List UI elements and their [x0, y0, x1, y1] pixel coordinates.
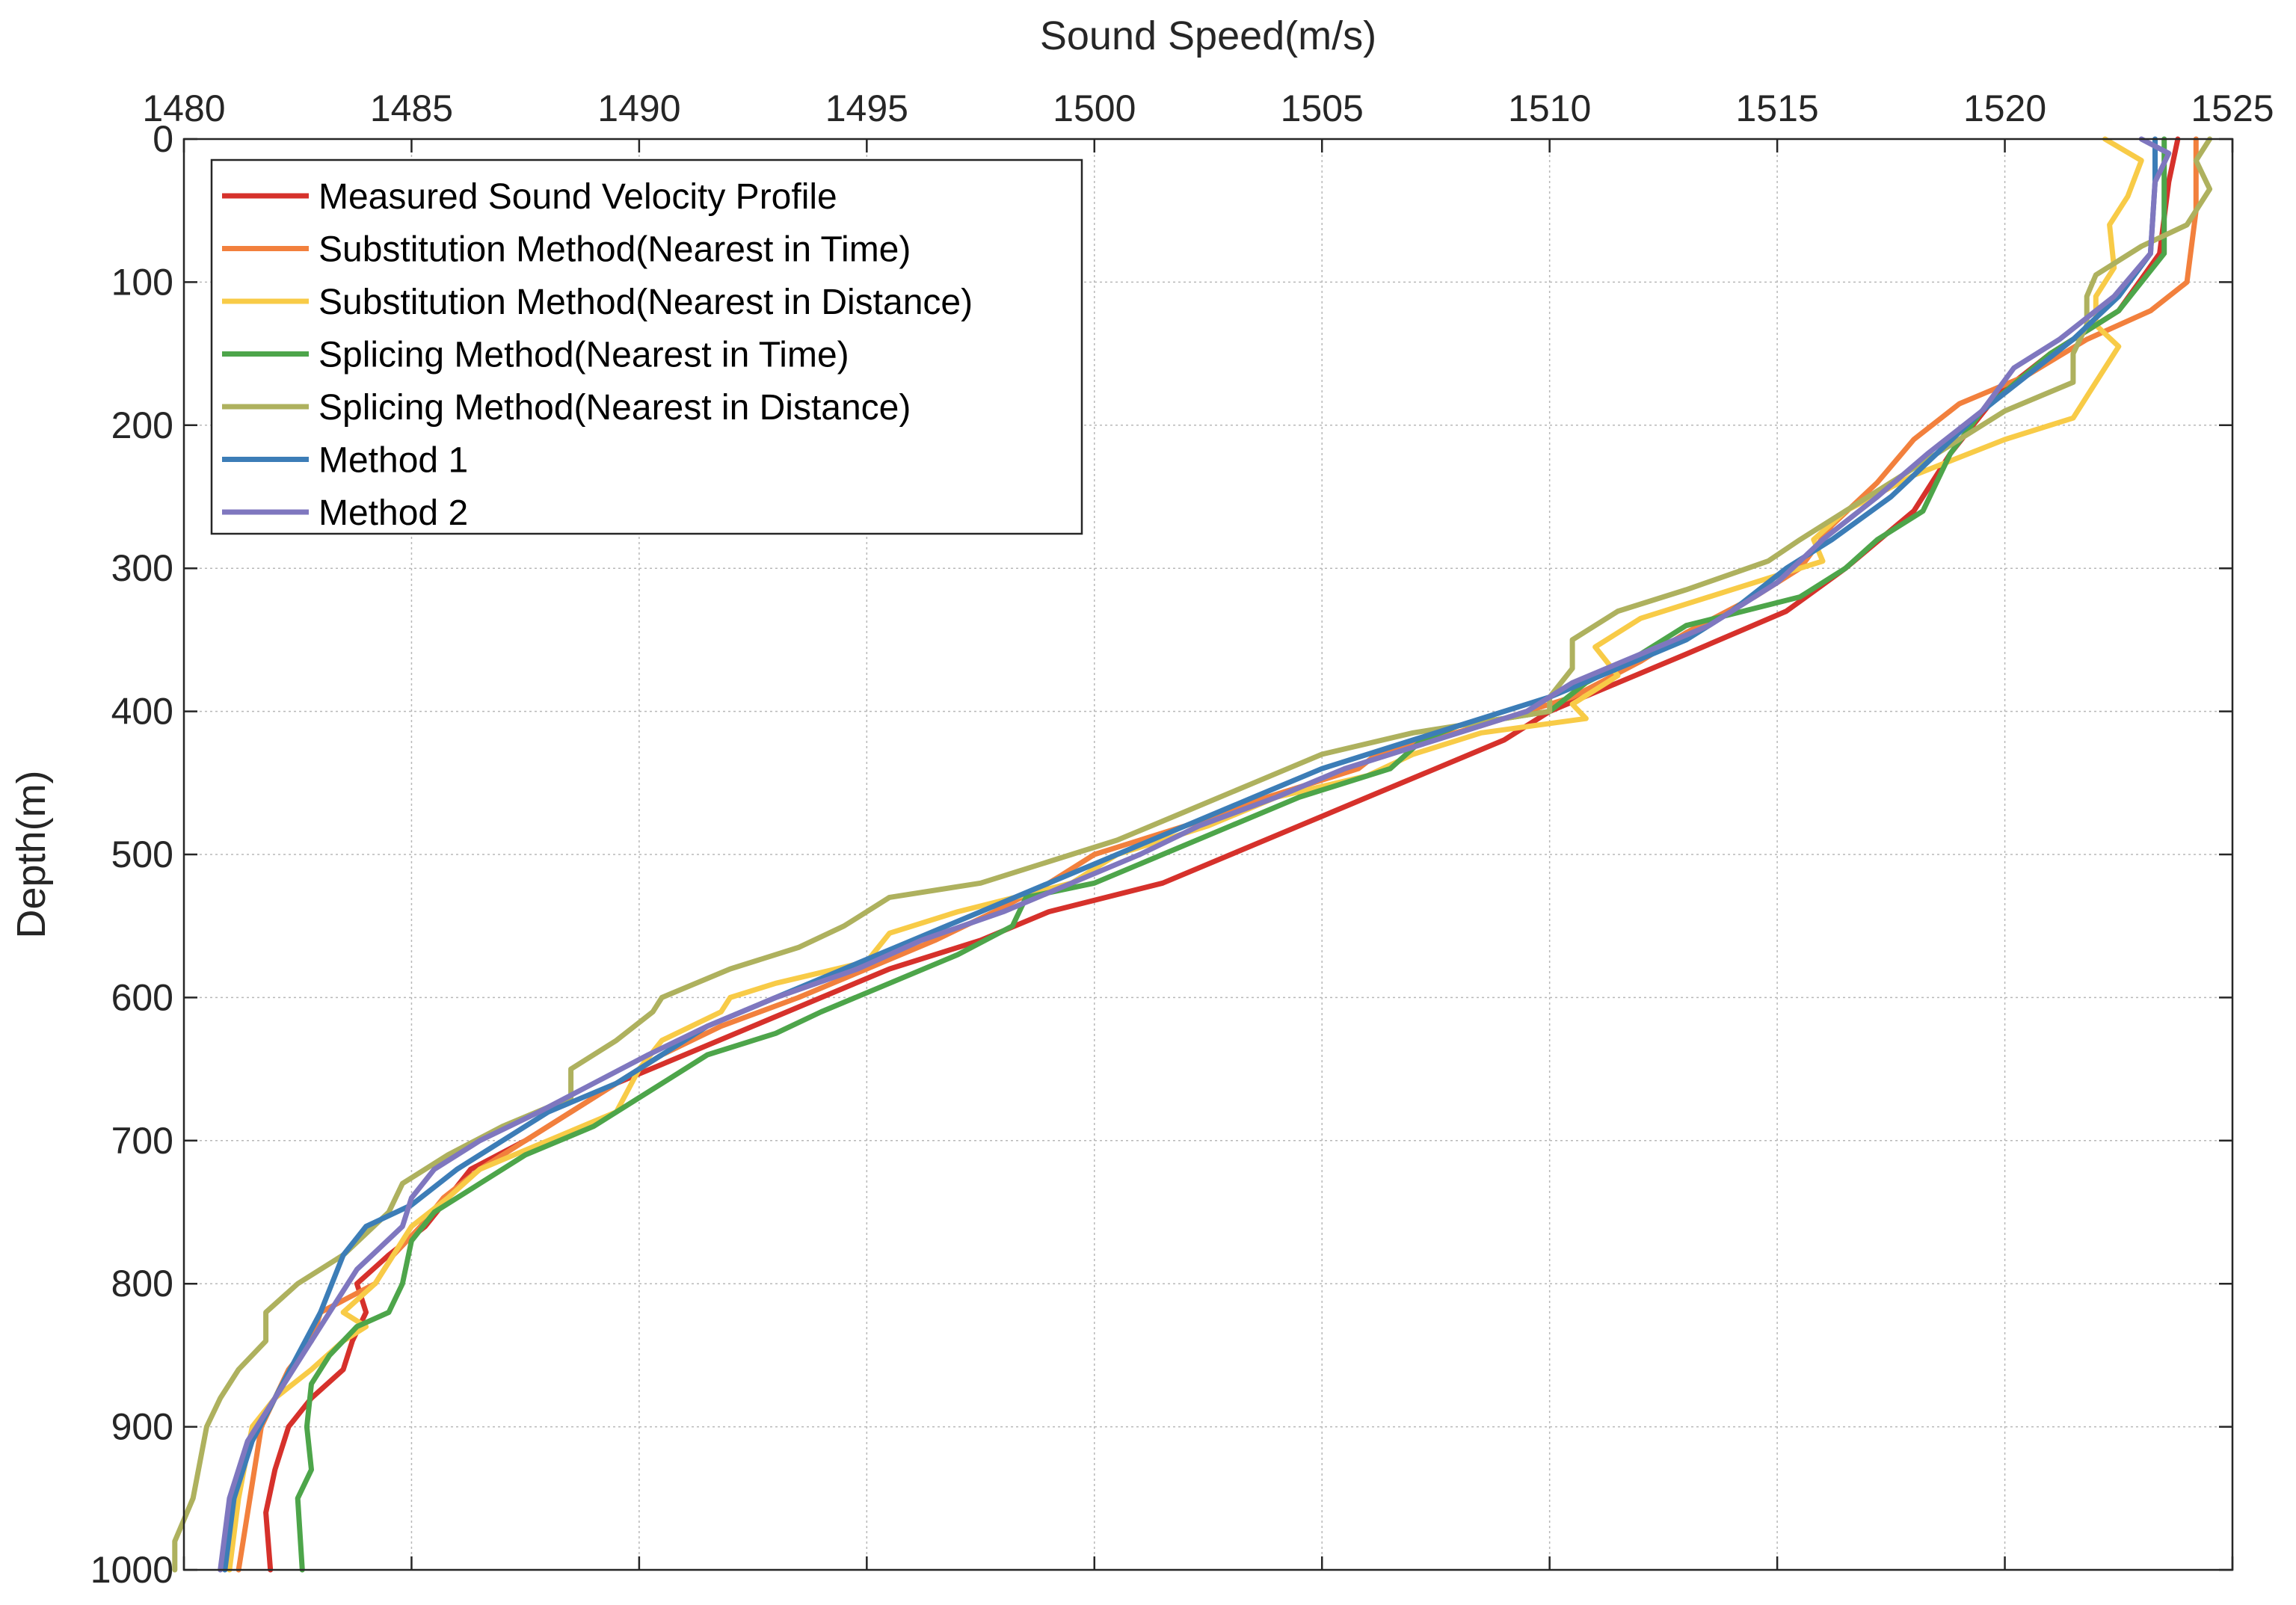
legend-label-2: Substitution Method(Nearest in Time): [318, 230, 911, 270]
y-tick-label: 300: [111, 547, 173, 589]
x-tick-label: 1480: [142, 87, 225, 129]
x-axis-title: Sound Speed(m/s): [1040, 13, 1376, 58]
x-tick-label: 1520: [1963, 87, 2046, 129]
x-tick-label: 1525: [2191, 87, 2274, 129]
y-tick-label: 0: [153, 118, 173, 160]
series-line-6: [222, 136, 2158, 1573]
y-tick-label: 600: [111, 976, 173, 1018]
y-tick-label: 900: [111, 1406, 173, 1448]
legend-label-7: Method 2: [318, 493, 468, 533]
y-tick-label: 200: [111, 404, 173, 446]
y-tick-label: 700: [111, 1120, 173, 1162]
y-tick-label: 400: [111, 691, 173, 733]
axis-ticks: 1480 1485 1490 1495 1500 1505 1510 1515 1520 1525…: [90, 87, 2274, 1591]
series-line-7: [218, 136, 2172, 1573]
y-tick-label: 100: [111, 261, 173, 303]
x-tick-label: 1485: [370, 87, 453, 129]
y-axis-title: Depth(m): [9, 770, 54, 938]
y-tick-label: 800: [111, 1263, 173, 1304]
y-tick-label: 1000: [90, 1549, 173, 1591]
legend-box: [210, 158, 1083, 535]
legend-label-5: Splicing Method(Nearest in Distance): [318, 388, 911, 428]
x-tick-label: 1500: [1053, 87, 1136, 129]
legend-label-1: Measured Sound Velocity Profile: [318, 177, 837, 217]
legend-label-4: Splicing Method(Nearest in Time): [318, 336, 849, 375]
legend-label-6: Method 1: [318, 441, 468, 481]
x-tick-label: 1510: [1508, 87, 1591, 129]
x-tick-label: 1515: [1735, 87, 1818, 129]
x-tick-label: 1490: [597, 87, 680, 129]
series-lines: [172, 136, 2213, 1573]
x-tick-label: 1505: [1281, 87, 1364, 129]
x-tick-label: 1495: [825, 87, 908, 129]
legend: Measured Sound Velocity Profile Substitut…: [210, 158, 1083, 535]
series-line-5: [172, 136, 2213, 1573]
legend-label-3: Substitution Method(Nearest in Distance): [318, 283, 973, 322]
y-tick-label: 500: [111, 834, 173, 875]
